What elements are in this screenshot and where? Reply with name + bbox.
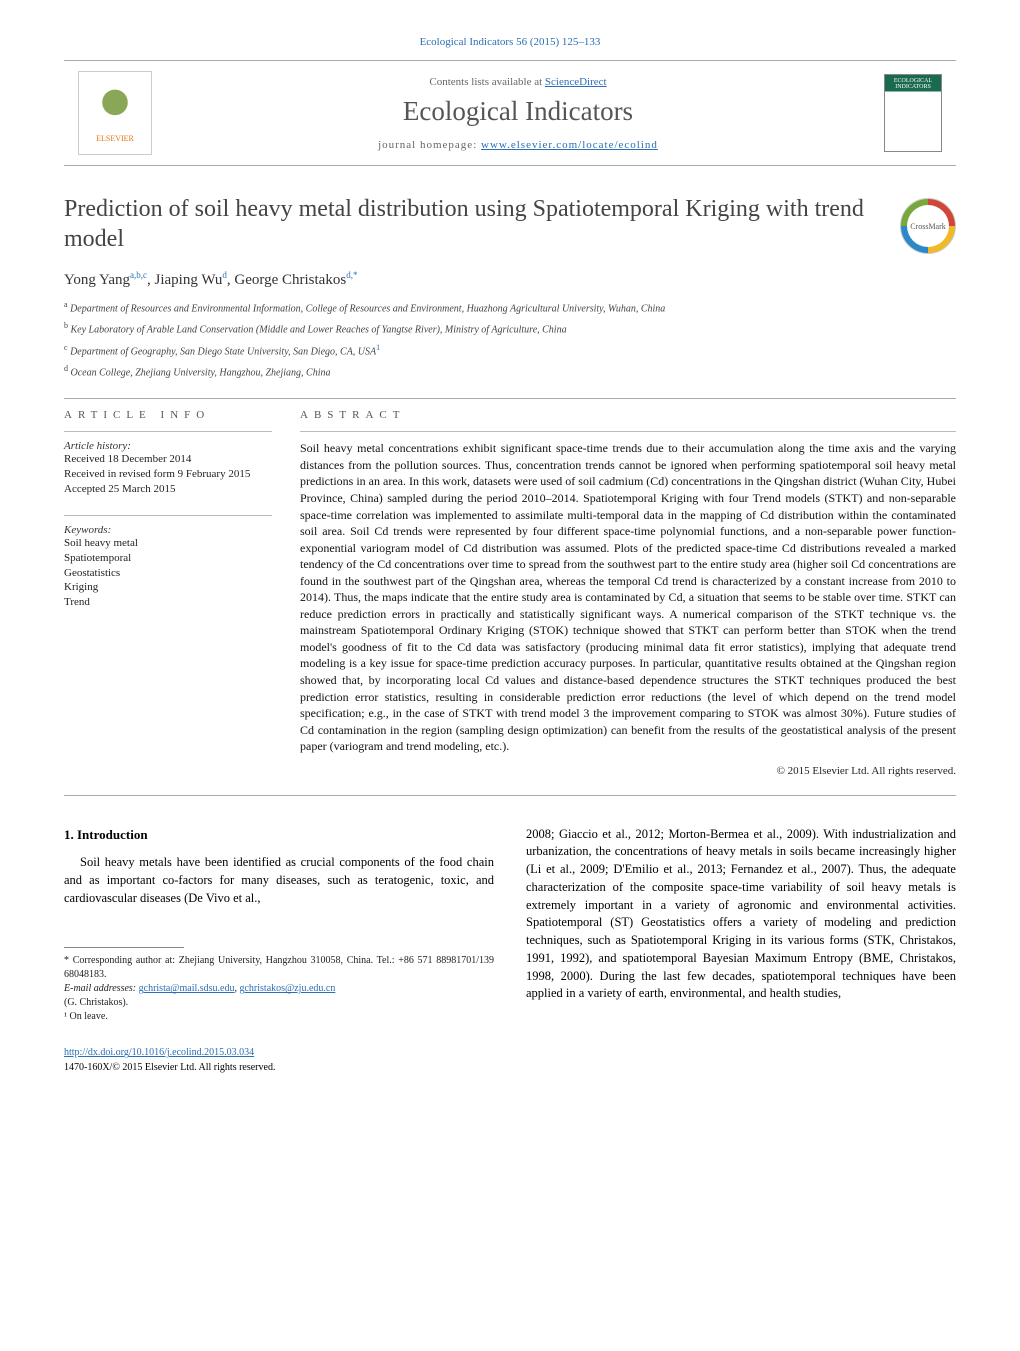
affiliation-d-text: Ocean College, Zhejiang University, Hang… [71, 367, 331, 378]
info-subrule-2 [64, 515, 272, 516]
history-accepted: Accepted 25 March 2015 [64, 482, 272, 497]
body-columns: 1. Introduction Soil heavy metals have b… [64, 826, 956, 1075]
affiliation-c-text: Department of Geography, San Diego State… [70, 346, 376, 357]
intro-left-text: Soil heavy metals have been identified a… [64, 855, 494, 905]
homepage-link[interactable]: www.elsevier.com/locate/ecolind [481, 139, 658, 151]
footnote-onleave: ¹ On leave. [64, 1010, 494, 1024]
journal-title: Ecological Indicators [152, 96, 884, 127]
contents-prefix: Contents lists available at [429, 76, 544, 88]
elsevier-logo: ELSEVIER [78, 71, 152, 155]
history-revised: Received in revised form 9 February 2015 [64, 467, 272, 482]
abstract-subrule [300, 431, 956, 432]
footnote-emails: E-mail addresses: gchrista@mail.sdsu.edu… [64, 982, 494, 996]
footnote-corresponding: * Corresponding author at: Zhejiang Univ… [64, 954, 494, 982]
intro-para-right: 2008; Giaccio et al., 2012; Morton-Berme… [526, 826, 956, 1004]
history-label: Article history: [64, 440, 272, 452]
keyword-item: Geostatistics [64, 566, 272, 581]
keyword-item: Trend [64, 595, 272, 610]
abstract-text: Soil heavy metal concentrations exhibit … [300, 440, 956, 754]
email-link-1[interactable]: gchrista@mail.sdsu.edu [139, 983, 235, 994]
footnote-email-author: (G. Christakos). [64, 996, 494, 1010]
keyword-item: Kriging [64, 580, 272, 595]
journal-header-band: ELSEVIER Contents lists available at Sci… [64, 60, 956, 166]
affiliation-b-text: Key Laboratory of Arable Land Conservati… [71, 325, 567, 336]
article-title: Prediction of soil heavy metal distribut… [64, 194, 880, 254]
author-2: Jiaping Wu [155, 272, 223, 288]
affiliation-b: b Key Laboratory of Arable Land Conserva… [64, 320, 956, 337]
crossmark-icon[interactable]: CrossMark [900, 198, 956, 254]
affiliation-a-text: Department of Resources and Environmenta… [70, 303, 665, 314]
homepage-prefix: journal homepage: [378, 139, 481, 151]
footnotes-block: * Corresponding author at: Zhejiang Univ… [64, 954, 494, 1024]
article-info-label: ARTICLE INFO [64, 409, 272, 421]
affiliation-a: a Department of Resources and Environmen… [64, 299, 956, 316]
affiliation-c: c Department of Geography, San Diego Sta… [64, 342, 956, 359]
crossmark-label: CrossMark [910, 222, 946, 231]
affiliation-d: d Ocean College, Zhejiang University, Ha… [64, 363, 956, 380]
keyword-item: Soil heavy metal [64, 536, 272, 551]
section-heading-intro: 1. Introduction [64, 826, 494, 844]
author-3-sup: d,* [346, 270, 357, 280]
doi-block: http://dx.doi.org/10.1016/j.ecolind.2015… [64, 1046, 494, 1074]
elsevier-tree-icon [92, 84, 138, 130]
issn-line: 1470-160X/© 2015 Elsevier Ltd. All right… [64, 1061, 494, 1075]
keywords-list: Soil heavy metal Spatiotemporal Geostati… [64, 536, 272, 610]
journal-cover-thumbnail: ECOLOGICAL INDICATORS [884, 74, 942, 152]
intro-right-text: 2008; Giaccio et al., 2012; Morton-Berme… [526, 827, 956, 1001]
divider-rule [64, 398, 956, 399]
author-1: Yong Yang [64, 272, 130, 288]
author-line: Yong Yanga,b,c, Jiaping Wud, George Chri… [64, 270, 956, 289]
info-subrule-1 [64, 431, 272, 432]
doi-link[interactable]: http://dx.doi.org/10.1016/j.ecolind.2015… [64, 1047, 254, 1058]
sciencedirect-link[interactable]: ScienceDirect [545, 76, 607, 88]
elsevier-label: ELSEVIER [96, 134, 134, 143]
right-column: 2008; Giaccio et al., 2012; Morton-Berme… [526, 826, 956, 1075]
keywords-label: Keywords: [64, 524, 272, 536]
header-center: Contents lists available at ScienceDirec… [152, 76, 884, 151]
intro-para-left: Soil heavy metals have been identified a… [64, 854, 494, 907]
divider-rule-2 [64, 795, 956, 796]
email-label: E-mail addresses: [64, 983, 139, 994]
article-info-column: ARTICLE INFO Article history: Received 1… [64, 409, 272, 776]
homepage-line: journal homepage: www.elsevier.com/locat… [152, 139, 884, 151]
author-2-sup: d [222, 270, 227, 280]
affiliation-c-note-sup: 1 [376, 343, 380, 352]
copyright-line: © 2015 Elsevier Ltd. All rights reserved… [300, 765, 956, 777]
abstract-label: ABSTRACT [300, 409, 956, 421]
author-1-sup: a,b,c [130, 270, 147, 280]
journal-reference: Ecological Indicators 56 (2015) 125–133 [64, 36, 956, 48]
footnote-rule [64, 947, 184, 948]
email-link-2[interactable]: gchristakos@zju.edu.cn [239, 983, 335, 994]
history-received: Received 18 December 2014 [64, 452, 272, 467]
contents-line: Contents lists available at ScienceDirec… [152, 76, 884, 88]
abstract-column: ABSTRACT Soil heavy metal concentrations… [300, 409, 956, 776]
left-column: 1. Introduction Soil heavy metals have b… [64, 826, 494, 1075]
author-3: George Christakos [234, 272, 346, 288]
keyword-item: Spatiotemporal [64, 551, 272, 566]
